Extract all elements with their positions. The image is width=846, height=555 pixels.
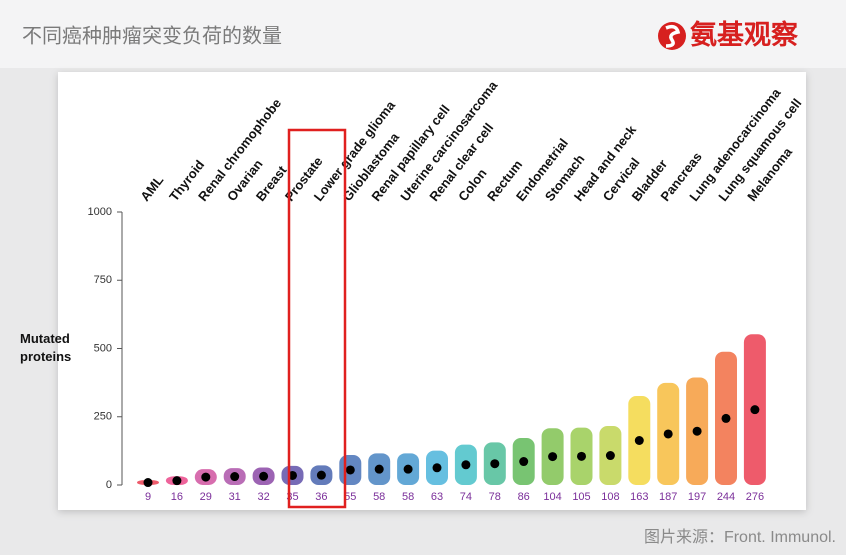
median-dot [577,451,586,461]
y-tick-label: 1000 [88,206,112,218]
value-label: 31 [229,491,241,503]
median-dot [432,463,442,473]
value-label: 105 [572,491,590,503]
value-label: 58 [373,491,385,503]
y-tick-label: 0 [106,479,112,491]
page-title: 不同癌种肿瘤突变负荷的数量 [22,24,282,47]
value-label: 58 [402,491,414,503]
median-dot [143,478,153,488]
source: 图片来源：Front. Immunol. [644,528,836,546]
median-dot [316,470,326,480]
value-label: 108 [601,491,619,503]
value-label: 187 [659,491,677,503]
median-dot [750,405,760,415]
logo-icon [658,22,686,50]
median-dot [403,464,413,474]
value-label: 74 [460,491,472,503]
median-dot [605,451,615,461]
median-dot [461,460,471,470]
median-dot [519,457,529,467]
value-label: 55 [344,491,356,503]
value-label: 9 [145,491,151,503]
median-dot [230,472,240,482]
median-dot [548,452,558,462]
median-dot [201,472,211,482]
highlight-box [287,128,347,509]
y-tick-label: 250 [94,411,112,423]
median-dot [259,471,269,481]
value-label: 244 [717,491,735,503]
value-label: 32 [257,491,269,503]
value-label: 36 [315,491,327,503]
value-label: 197 [688,491,706,503]
value-label: 78 [489,491,501,503]
header-bg [0,0,846,68]
y-tick-label: 500 [94,342,112,354]
chart-panel [58,72,806,510]
value-label: 86 [518,491,530,503]
value-label: 276 [746,491,764,503]
value-label: 29 [200,491,212,503]
value-label: 63 [431,491,443,503]
logo-text: 氨基观察 [690,19,799,50]
median-dot [634,436,644,446]
median-dot [374,464,384,474]
y-tick-label: 750 [94,274,112,286]
median-dot [663,429,673,439]
median-dot [692,426,702,436]
value-label: 104 [543,491,561,503]
value-label: 163 [630,491,648,503]
median-dot [172,476,182,486]
value-label: 16 [171,491,183,503]
median-dot [345,465,355,475]
median-dot [721,413,731,423]
y-axis-label: Mutated proteins [20,331,72,364]
median-dot [490,459,500,469]
